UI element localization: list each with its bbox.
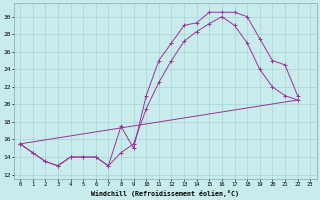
X-axis label: Windchill (Refroidissement éolien,°C): Windchill (Refroidissement éolien,°C) xyxy=(91,190,239,197)
